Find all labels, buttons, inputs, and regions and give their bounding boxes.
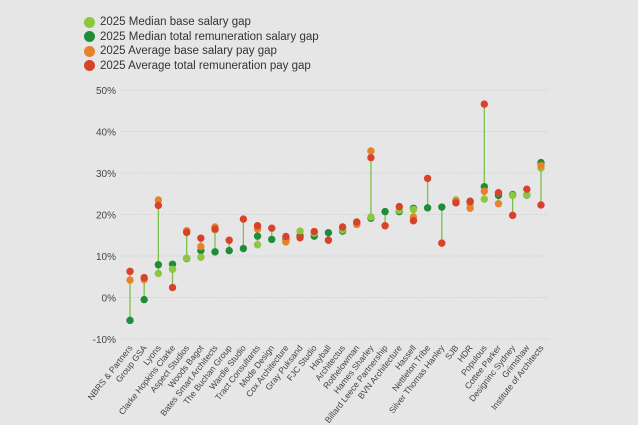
legend-label-median-base: 2025 Median base salary gap <box>100 16 251 29</box>
data-point <box>268 235 276 244</box>
data-point <box>225 246 233 255</box>
legend-marker-median-base <box>84 16 95 28</box>
y-tick-label: -10% <box>93 335 116 346</box>
legend-item-median-total: 2025 Median total remuneration salary ga… <box>84 30 319 45</box>
legend-item-average-base: 2025 Average base salary pay gap <box>84 44 319 59</box>
data-point <box>253 222 262 230</box>
y-tick-label: 40% <box>96 128 116 139</box>
data-point <box>480 187 489 195</box>
data-point <box>367 213 375 221</box>
data-point <box>367 153 375 162</box>
y-tick-label: 10% <box>96 252 116 263</box>
data-point <box>211 225 219 233</box>
data-point <box>239 244 248 253</box>
data-point <box>168 283 177 292</box>
data-point <box>480 100 489 108</box>
data-point <box>537 161 545 170</box>
data-point <box>381 207 389 216</box>
data-point <box>296 227 304 235</box>
data-point <box>338 223 347 231</box>
data-point <box>296 234 304 242</box>
data-point <box>324 229 333 237</box>
data-point <box>438 239 446 247</box>
data-point <box>423 174 432 183</box>
legend-label-average-base: 2025 Average base salary pay gap <box>100 45 277 58</box>
data-point <box>381 222 389 230</box>
legend-label-median-total: 2025 Median total remuneration salary ga… <box>100 30 319 43</box>
data-point <box>253 232 262 240</box>
data-point <box>423 204 432 212</box>
y-tick-label: 30% <box>96 169 116 180</box>
data-point <box>154 201 163 210</box>
data-point <box>239 215 248 223</box>
data-point <box>182 254 191 262</box>
data-point <box>154 196 163 204</box>
data-point <box>211 248 219 256</box>
data-point <box>537 201 545 209</box>
data-point <box>523 190 531 199</box>
data-point <box>508 191 517 200</box>
data-point <box>268 224 276 232</box>
data-point <box>282 232 290 241</box>
data-point <box>126 316 134 325</box>
y-tick-label: 50% <box>96 86 116 97</box>
data-point <box>438 203 446 211</box>
data-point <box>367 147 375 155</box>
data-point <box>154 261 163 269</box>
data-point <box>126 276 134 284</box>
data-point <box>395 202 403 211</box>
data-point <box>197 242 205 251</box>
data-point <box>310 227 318 236</box>
data-point <box>225 236 233 244</box>
data-point <box>126 267 134 276</box>
data-point <box>182 228 191 237</box>
data-point <box>197 253 205 261</box>
legend-marker-average-base <box>84 45 95 57</box>
data-point <box>168 265 177 273</box>
data-point <box>154 269 163 278</box>
legend: 2025 Median base salary gap 2025 Median … <box>84 15 319 73</box>
legend-marker-average-total <box>84 60 95 72</box>
data-point <box>523 185 531 193</box>
data-point <box>466 197 474 206</box>
legend-marker-median-total <box>84 31 95 43</box>
data-point <box>324 236 333 244</box>
data-point <box>409 205 418 214</box>
data-point <box>353 218 361 226</box>
data-point <box>140 273 148 282</box>
data-point <box>452 199 460 207</box>
data-point <box>466 204 474 212</box>
data-point <box>494 189 503 197</box>
y-tick-label: 20% <box>96 211 116 222</box>
legend-label-average-total: 2025 Average total remuneration pay gap <box>100 59 311 72</box>
y-tick-label: 0% <box>102 294 117 305</box>
data-point <box>253 241 262 249</box>
data-point <box>140 295 148 304</box>
data-point <box>409 217 418 225</box>
data-point <box>494 200 503 208</box>
legend-item-median-base: 2025 Median base salary gap <box>84 15 319 30</box>
data-point <box>508 211 517 220</box>
legend-item-average-total: 2025 Average total remuneration pay gap <box>84 59 319 74</box>
data-point <box>282 238 290 246</box>
data-point <box>480 195 489 203</box>
data-point <box>197 234 205 242</box>
